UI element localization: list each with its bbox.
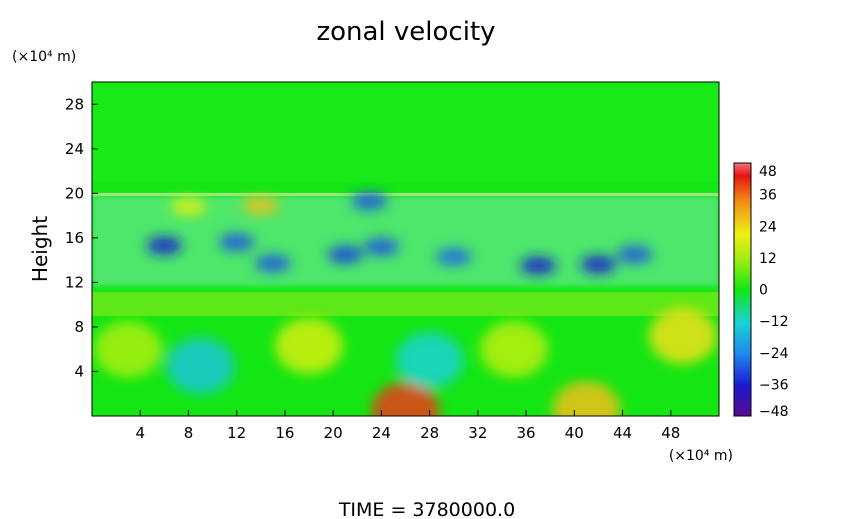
field-feature-5 bbox=[94, 321, 163, 378]
x-tick-label-24: 24 bbox=[372, 424, 391, 442]
time-footer: TIME = 3780000.0 bbox=[338, 499, 515, 519]
field-feature-1 bbox=[371, 382, 440, 416]
colorbar-gradient bbox=[733, 162, 752, 417]
field-feature-4 bbox=[275, 317, 344, 374]
colorbar-tick-label-neg48: −48 bbox=[759, 404, 789, 420]
field-feature-18 bbox=[580, 255, 617, 274]
y-tick-label-28: 28 bbox=[65, 95, 84, 113]
field-feature-11 bbox=[146, 236, 183, 255]
y-tick-label-12: 12 bbox=[65, 273, 84, 291]
colorbar: 48 36 24 12 0 −12 −24 −36 −48 bbox=[733, 162, 789, 420]
field-feature-9 bbox=[242, 196, 279, 215]
x-tick-label-40: 40 bbox=[565, 424, 584, 442]
field-feature-20 bbox=[351, 192, 388, 211]
y-tick-label-8: 8 bbox=[74, 318, 84, 336]
field-feature-14 bbox=[327, 245, 364, 264]
separator-band-lower bbox=[92, 292, 719, 316]
x-tick-label-12: 12 bbox=[227, 424, 246, 442]
field-feature-7 bbox=[166, 337, 235, 394]
y-tick-label-16: 16 bbox=[65, 229, 84, 247]
field-feature-12 bbox=[218, 233, 255, 252]
x-tick-label-36: 36 bbox=[517, 424, 536, 442]
y-tick-label-20: 20 bbox=[65, 184, 84, 202]
field-feature-19 bbox=[616, 245, 653, 264]
field-feature-10 bbox=[170, 197, 207, 216]
colorbar-tick-label-neg36: −36 bbox=[759, 377, 789, 393]
y-unit-label: (×10⁴ m) bbox=[12, 49, 76, 65]
field-feature-8 bbox=[395, 332, 464, 389]
x-tick-label-16: 16 bbox=[275, 424, 294, 442]
field-feature-2 bbox=[552, 381, 621, 416]
x-tick-label-20: 20 bbox=[324, 424, 343, 442]
x-tick-label-32: 32 bbox=[468, 424, 487, 442]
plot-area bbox=[91, 81, 720, 417]
x-tick-label-44: 44 bbox=[613, 424, 632, 442]
field-feature-13 bbox=[254, 254, 291, 273]
colorbar-tick-label-neg24: −24 bbox=[759, 346, 789, 362]
y-axis-title: Height bbox=[28, 216, 52, 282]
x-tick-label-28: 28 bbox=[420, 424, 439, 442]
x-unit-label: (×10⁴ m) bbox=[669, 448, 733, 464]
field-features bbox=[94, 192, 717, 416]
field-feature-17 bbox=[520, 256, 557, 275]
field-feature-3 bbox=[648, 307, 717, 364]
colorbar-tick-label-24: 24 bbox=[759, 219, 777, 235]
field-feature-16 bbox=[435, 247, 472, 266]
y-tick-label-4: 4 bbox=[74, 362, 84, 380]
y-tick-label-24: 24 bbox=[65, 140, 84, 158]
field-texture bbox=[92, 82, 719, 416]
plot-frame bbox=[91, 81, 720, 417]
colorbar-tick-label-12: 12 bbox=[759, 251, 777, 267]
colorbar-ticks: 48 36 24 12 0 −12 −24 −36 −48 bbox=[759, 164, 789, 420]
x-tick-label-48: 48 bbox=[661, 424, 680, 442]
y-axis: 4 8 12 16 20 24 28 bbox=[65, 95, 98, 380]
colorbar-tick-label-36: 36 bbox=[759, 188, 777, 204]
colorbar-tick-label-48: 48 bbox=[759, 164, 777, 180]
chart-title: zonal velocity bbox=[316, 17, 495, 47]
x-tick-label-8: 8 bbox=[184, 424, 194, 442]
x-axis: 4 8 12 16 20 24 28 32 36 40 44 48 bbox=[135, 410, 680, 442]
upper-calm-band bbox=[92, 82, 719, 182]
field-feature-6 bbox=[480, 321, 549, 378]
field-feature-15 bbox=[363, 237, 400, 256]
x-tick-label-4: 4 bbox=[135, 424, 145, 442]
colorbar-tick-label-neg12: −12 bbox=[759, 314, 789, 330]
colorbar-tick-label-0: 0 bbox=[759, 283, 768, 299]
separator-line-upper bbox=[92, 193, 719, 196]
